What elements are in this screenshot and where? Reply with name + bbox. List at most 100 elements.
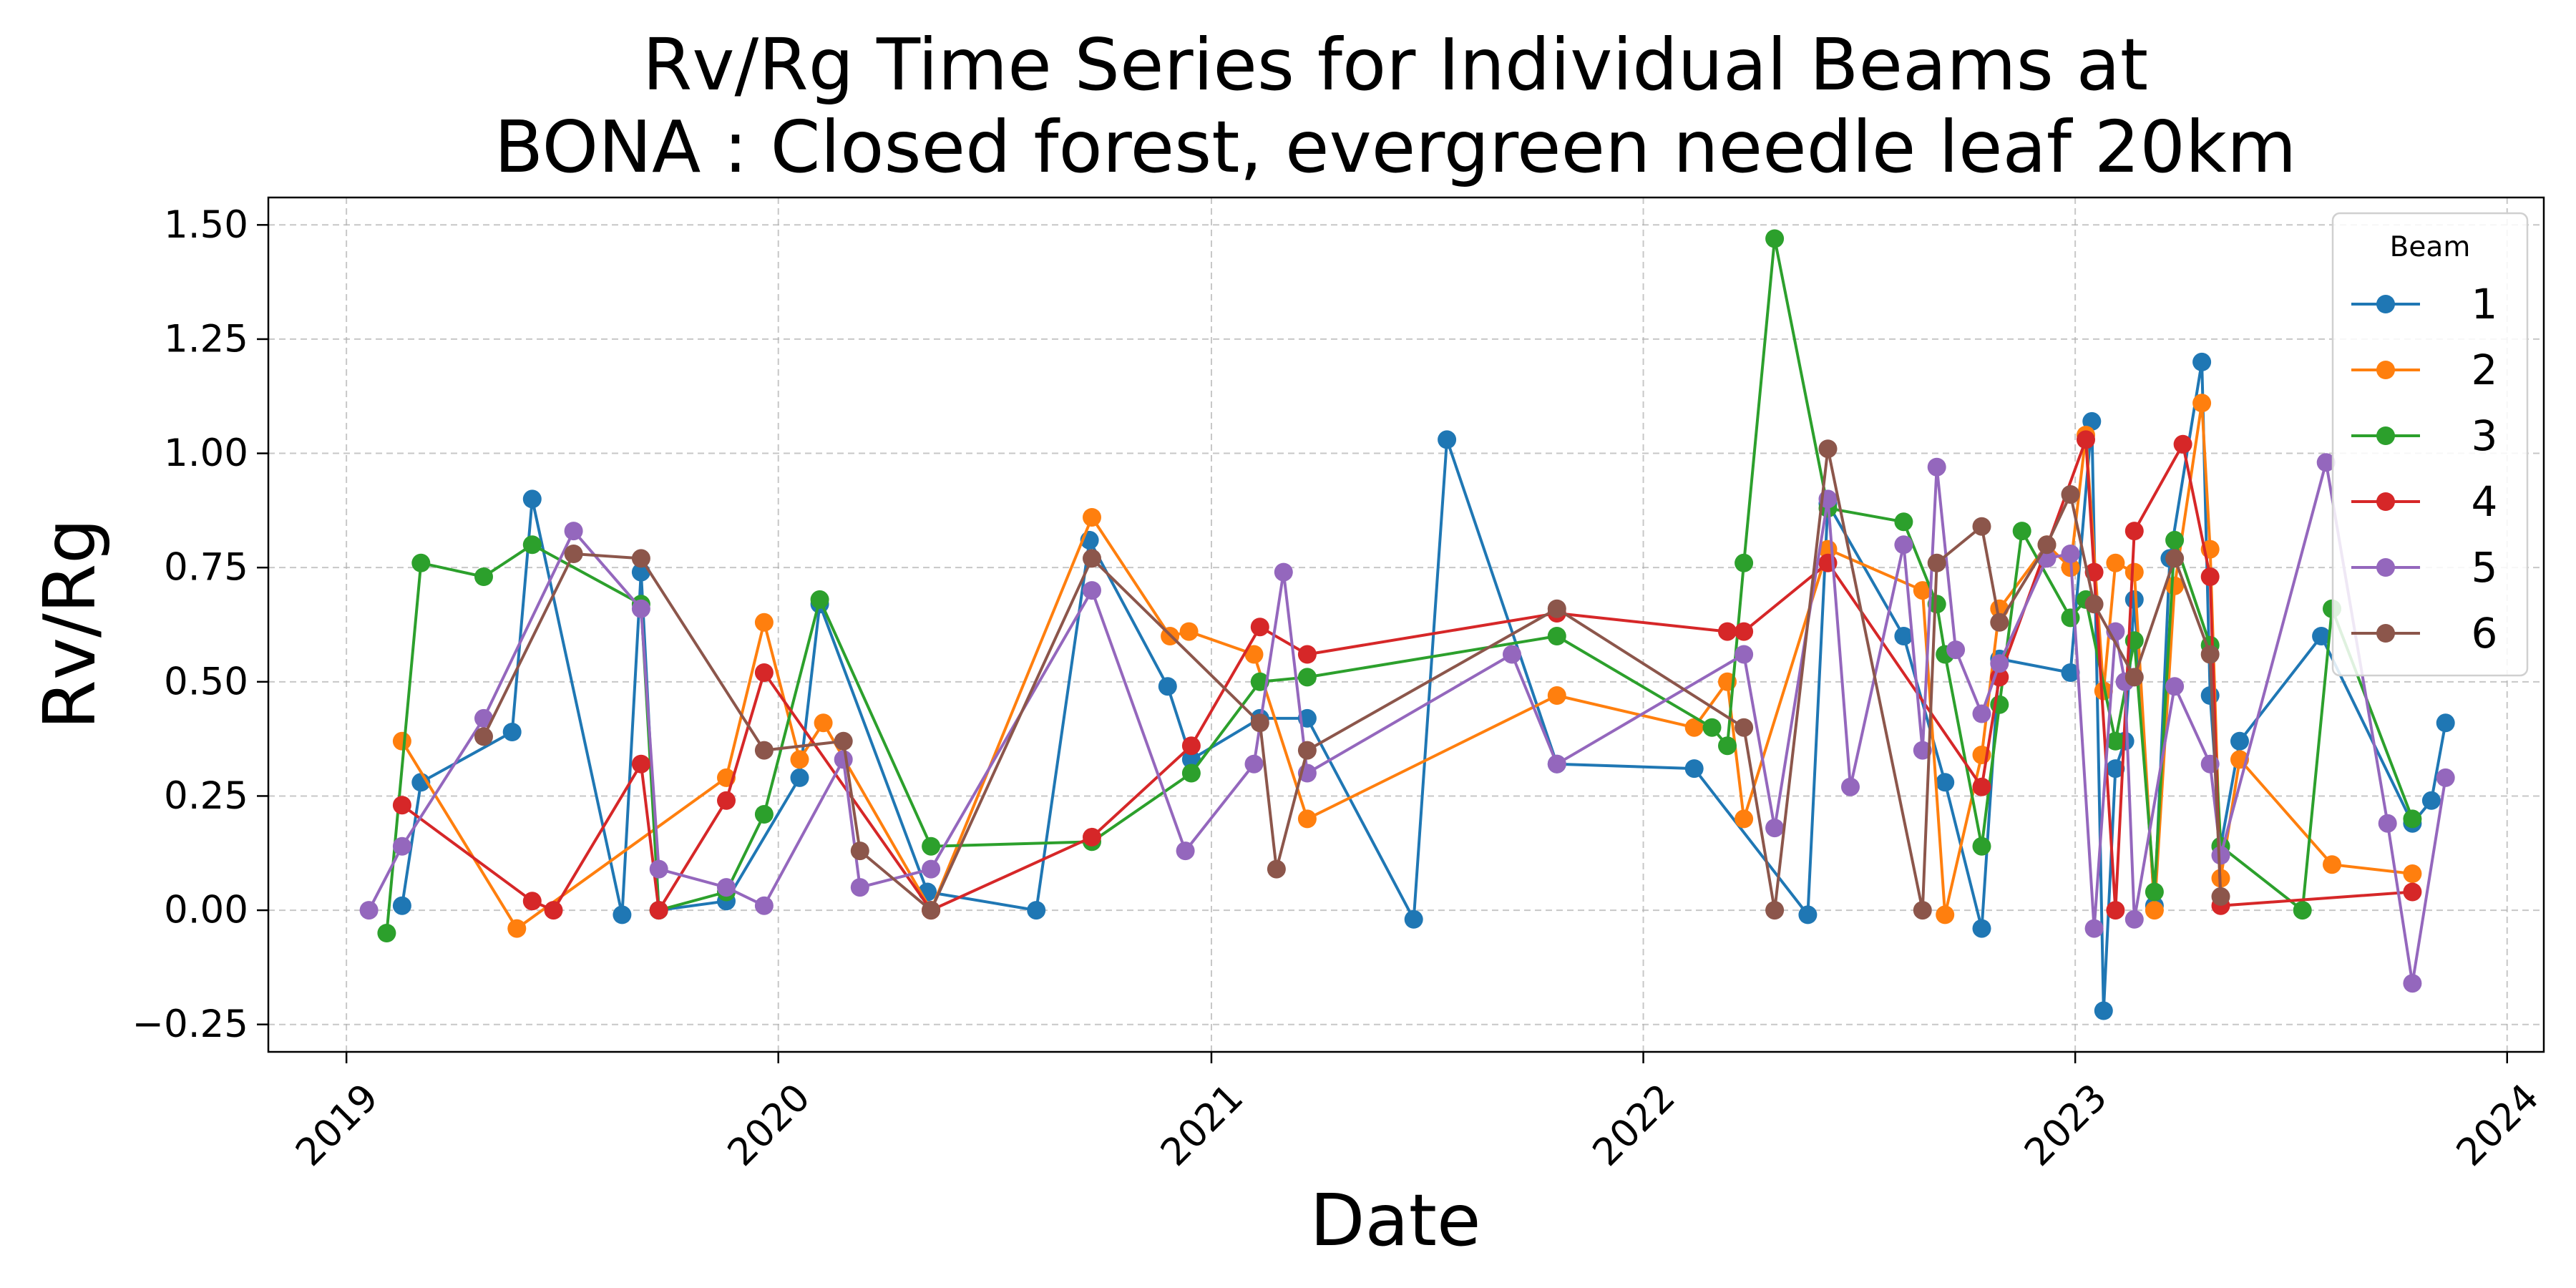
y-tick-label: 0.50: [164, 660, 248, 703]
data-point-beam-1: [523, 489, 542, 508]
data-point-beam-1: [2192, 353, 2211, 371]
data-point-beam-3: [2403, 809, 2421, 828]
data-point-beam-1: [1438, 430, 1456, 449]
data-point-beam-6: [2201, 645, 2220, 664]
legend-marker-swatch: [2376, 295, 2395, 313]
data-point-beam-6: [1548, 600, 1566, 618]
data-point-beam-2: [1735, 809, 1753, 828]
data-point-beam-1: [393, 897, 411, 915]
data-point-beam-5: [565, 522, 583, 540]
y-tick-label: −0.25: [132, 1002, 248, 1046]
data-point-beam-4: [2077, 430, 2095, 449]
data-point-beam-3: [2145, 883, 2164, 902]
data-point-beam-5: [851, 878, 869, 897]
data-point-beam-1: [1936, 773, 1954, 791]
series-group: [360, 230, 2455, 1020]
legend-title: Beam: [2390, 231, 2471, 263]
data-point-beam-6: [2165, 549, 2184, 567]
legend-label: 4: [2472, 477, 2498, 526]
x-tick-label: 2021: [1153, 1075, 1252, 1175]
data-point-beam-3: [2062, 608, 2080, 627]
data-point-beam-3: [2165, 531, 2184, 550]
y-tick-label: 0.00: [164, 889, 248, 932]
data-point-beam-6: [1928, 554, 1946, 572]
data-point-beam-5: [1735, 645, 1753, 664]
series-line-beam-4: [402, 439, 2413, 910]
data-point-beam-6: [922, 901, 940, 919]
data-point-beam-6: [2212, 887, 2230, 906]
data-point-beam-5: [2436, 769, 2455, 787]
data-point-beam-1: [613, 905, 631, 924]
data-point-beam-2: [2192, 394, 2211, 412]
x-tick-label: 2022: [1584, 1075, 1684, 1175]
data-point-beam-2: [1180, 623, 1199, 641]
data-point-beam-4: [1735, 623, 1753, 641]
data-point-beam-3: [1182, 764, 1201, 783]
data-point-beam-2: [791, 750, 809, 769]
data-point-beam-2: [507, 919, 526, 938]
series-line-beam-3: [386, 239, 2412, 934]
data-point-beam-4: [755, 663, 774, 682]
data-point-beam-6: [1735, 718, 1753, 737]
data-point-beam-6: [1819, 439, 1838, 458]
data-point-beam-5: [1928, 458, 1946, 477]
data-point-beam-5: [2165, 677, 2184, 696]
data-point-beam-1: [2094, 1002, 2113, 1020]
data-point-beam-5: [755, 897, 774, 915]
data-point-beam-3: [1735, 554, 1753, 572]
data-point-beam-4: [1083, 828, 1101, 847]
data-point-beam-6: [851, 841, 869, 860]
data-point-beam-5: [922, 860, 940, 879]
data-point-beam-3: [1298, 668, 1317, 686]
data-point-beam-4: [1298, 645, 1317, 664]
data-point-beam-4: [632, 755, 650, 774]
data-point-beam-6: [1973, 517, 1991, 536]
data-point-beam-3: [755, 805, 774, 824]
x-axis-ticks: 2019 2020 2021 2022 2023 2024: [288, 1052, 2547, 1175]
legend-marker-swatch: [2376, 492, 2395, 511]
data-point-beam-4: [2125, 522, 2144, 540]
data-point-beam-6: [2085, 595, 2104, 613]
data-point-beam-5: [2379, 814, 2397, 833]
legend-label: 3: [2472, 411, 2498, 460]
data-point-beam-6: [1913, 901, 1932, 919]
data-point-beam-6: [1298, 741, 1317, 760]
data-point-beam-6: [2038, 535, 2057, 554]
x-tick-label: 2019: [288, 1075, 387, 1175]
data-point-beam-3: [811, 590, 829, 609]
y-tick-label: 1.25: [164, 317, 248, 361]
data-point-beam-5: [1548, 755, 1566, 774]
y-tick-label: 1.50: [164, 203, 248, 247]
data-point-beam-6: [834, 732, 853, 751]
data-point-beam-5: [2085, 919, 2104, 938]
data-point-beam-2: [393, 732, 411, 751]
data-point-beam-1: [2422, 791, 2441, 810]
data-point-beam-4: [1973, 778, 1991, 796]
data-point-beam-5: [1973, 705, 1991, 723]
data-point-beam-1: [1027, 901, 1045, 919]
data-point-beam-5: [2125, 910, 2144, 929]
data-point-beam-3: [377, 924, 396, 942]
legend-marker-swatch: [2376, 558, 2395, 577]
legend-marker-swatch: [2376, 624, 2395, 643]
data-point-beam-2: [755, 613, 774, 632]
data-point-beam-3: [2293, 901, 2312, 919]
data-point-beam-3: [474, 567, 493, 586]
data-point-beam-2: [1936, 905, 1954, 924]
data-point-beam-6: [1765, 901, 1784, 919]
y-tick-label: 1.00: [164, 431, 248, 475]
data-point-beam-1: [503, 723, 522, 741]
data-point-beam-2: [2323, 855, 2341, 874]
series-beam-3: [377, 230, 2421, 943]
data-point-beam-5: [1990, 654, 2009, 673]
y-axis-ticks: −0.250.000.250.500.751.001.251.50: [132, 203, 268, 1046]
data-point-beam-4: [2403, 883, 2421, 902]
y-axis-label: Rv/Rg: [28, 518, 112, 729]
data-point-beam-5: [1083, 581, 1101, 600]
data-point-beam-5: [1245, 755, 1264, 774]
data-point-beam-5: [2062, 545, 2080, 563]
x-tick-label: 2023: [2016, 1075, 2116, 1175]
